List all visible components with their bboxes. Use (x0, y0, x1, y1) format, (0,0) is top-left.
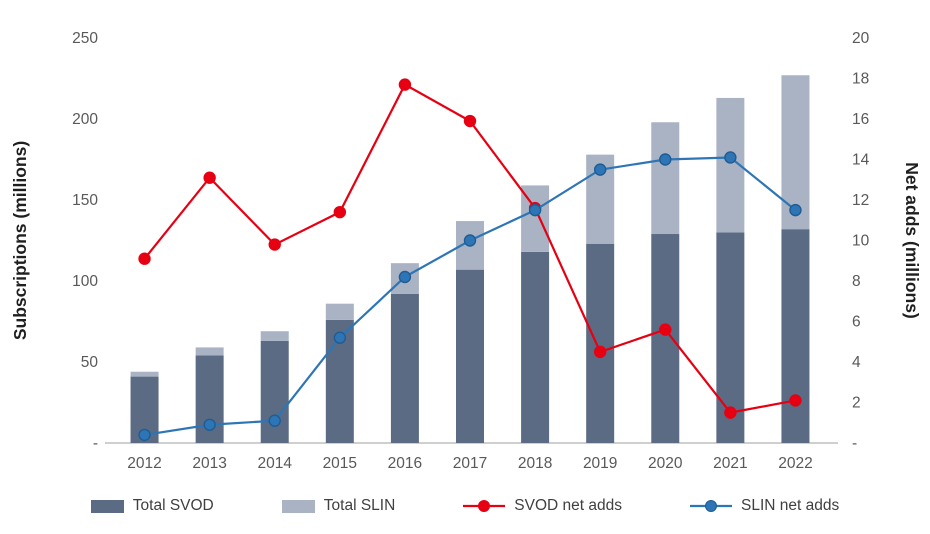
legend-item-total-slin: Total SLIN (281, 497, 396, 515)
point-slin-net-adds-2016 (398, 270, 412, 284)
left-axis-tick-100: 100 (72, 273, 98, 290)
bar-total-svod-2014 (260, 340, 289, 443)
bar-total-svod-2017 (456, 269, 484, 443)
bar-total-slin-2012 (130, 371, 159, 377)
right-axis-tick-12: 12 (852, 192, 869, 209)
point-slin-net-adds-2022 (789, 203, 802, 217)
point-svod-net-adds-2021 (724, 406, 737, 419)
bar-total-svod-2016 (390, 293, 419, 443)
x-axis-tick-2012: 2012 (127, 455, 161, 472)
point-svod-net-adds-2017 (463, 114, 477, 128)
left-axis-tick-50: 50 (81, 354, 99, 371)
x-axis-tick-2018: 2018 (518, 455, 552, 472)
chart-legend: Total SVOD Total SLIN SVOD net adds SLIN… (0, 486, 930, 526)
point-svod-net-adds-2020 (659, 323, 672, 336)
bar-total-svod-2019 (586, 243, 615, 443)
right-axis-tick-10: 10 (852, 233, 870, 250)
point-slin-net-adds-2012 (138, 428, 151, 442)
point-svod-net-adds-2022 (789, 394, 802, 407)
point-svod-net-adds-2013 (203, 171, 216, 184)
legend-label-slin-net-adds: SLIN net adds (740, 497, 840, 514)
point-svod-net-adds-2014 (268, 238, 281, 251)
x-axis-tick-2017: 2017 (453, 455, 487, 472)
right-axis-tick-20: 20 (852, 30, 870, 47)
point-slin-net-adds-2019 (593, 163, 607, 176)
left-axis-tick-0: - (93, 435, 98, 452)
legend-label-total-slin: Total SLIN (323, 497, 396, 514)
legend-swatch-slin-net-adds (689, 500, 732, 512)
x-axis-tick-2013: 2013 (192, 455, 226, 472)
legend-label-total-svod: Total SVOD (132, 497, 214, 514)
x-axis-tick-2022: 2022 (778, 455, 812, 472)
legend-swatch-svod-net-adds (463, 500, 506, 512)
point-slin-net-adds-2015 (333, 331, 347, 344)
point-svod-net-adds-2012 (138, 252, 151, 265)
right-axis-tick-14: 14 (852, 152, 870, 169)
legend-item-total-svod: Total SVOD (90, 497, 214, 515)
bar-total-svod-2018 (521, 251, 550, 443)
right-axis-tick-4: 4 (852, 354, 861, 371)
left-axis-tick-200: 200 (72, 111, 98, 128)
bar-total-slin-2020 (651, 122, 680, 235)
right-axis-tick-8: 8 (852, 273, 861, 290)
legend-item-svod-net-adds: SVOD net adds (463, 497, 622, 515)
legend-swatch-total-svod (90, 499, 124, 513)
right-axis-tick-0: - (852, 435, 857, 452)
right-axis-tick-18: 18 (852, 71, 869, 88)
bar-total-slin-2015 (325, 303, 354, 320)
point-slin-net-adds-2013 (203, 418, 216, 431)
point-slin-net-adds-2014 (268, 414, 281, 427)
left-axis-title: Subscriptions (millions) (10, 141, 30, 340)
legend-swatch-total-slin (281, 499, 315, 513)
point-slin-net-adds-2018 (528, 203, 542, 217)
x-axis-tick-2020: 2020 (648, 455, 683, 472)
legend-item-slin-net-adds: SLIN net adds (689, 497, 840, 515)
bar-total-svod-2020 (651, 234, 680, 443)
point-svod-net-adds-2019 (593, 345, 607, 359)
right-axis-tick-16: 16 (852, 111, 869, 128)
right-axis-tick-2: 2 (852, 395, 861, 412)
bar-total-svod-2022 (781, 229, 810, 443)
point-slin-net-adds-2017 (463, 234, 477, 247)
left-axis-tick-150: 150 (72, 192, 98, 209)
left-axis-tick-250: 250 (72, 30, 98, 47)
bar-total-slin-2013 (195, 347, 224, 356)
x-axis-tick-2015: 2015 (323, 455, 357, 472)
bar-total-slin-2014 (260, 331, 289, 341)
combo-chart-canvas: - 50 100 150 200 250 - 2 4 6 8 10 12 14 16 18 20 2012 2013… (10, 30, 922, 472)
x-axis-tick-2014: 2014 (257, 455, 292, 472)
legend-label-svod-net-adds: SVOD net adds (514, 497, 622, 514)
right-axis-tick-6: 6 (852, 314, 861, 331)
point-svod-net-adds-2015 (333, 205, 347, 219)
point-svod-net-adds-2016 (398, 78, 412, 91)
point-slin-net-adds-2021 (724, 151, 737, 164)
point-slin-net-adds-2020 (659, 153, 672, 166)
x-axis-tick-2019: 2019 (583, 455, 617, 472)
x-axis-tick-2021: 2021 (713, 455, 747, 472)
right-axis-title: Net adds (millions) (902, 162, 922, 319)
x-axis-tick-2016: 2016 (388, 455, 422, 472)
